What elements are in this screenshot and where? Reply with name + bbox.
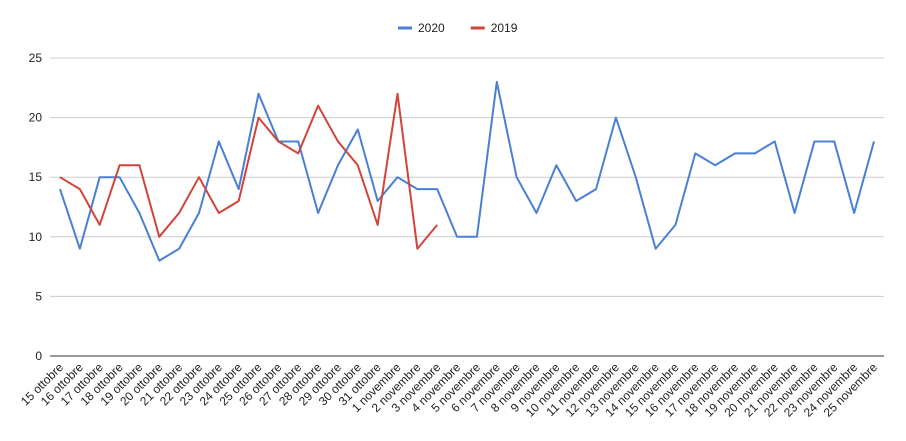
y-tick-label: 5 — [35, 289, 42, 303]
series-line — [59, 92, 438, 250]
y-tick-label: 0 — [35, 349, 42, 363]
legend-label: 2020 — [418, 21, 445, 35]
y-tick-label: 20 — [29, 111, 43, 125]
legend-label: 2019 — [491, 21, 518, 35]
series-line — [59, 80, 875, 262]
y-tick-label: 15 — [29, 170, 43, 184]
y-tick-label: 25 — [29, 51, 43, 65]
y-tick-label: 10 — [29, 230, 43, 244]
